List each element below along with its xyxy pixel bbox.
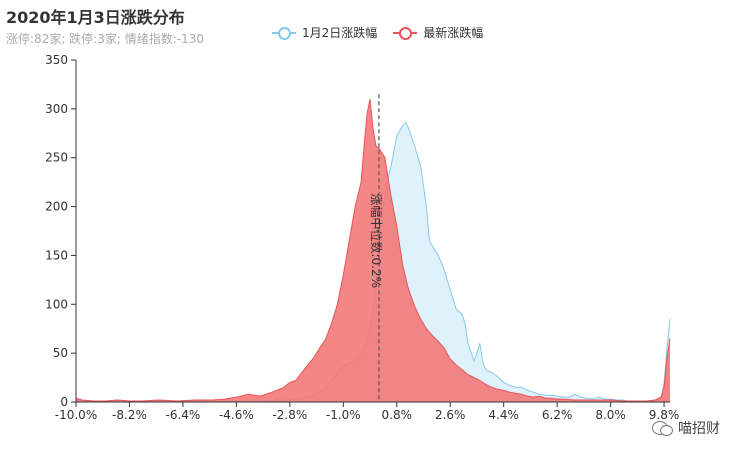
y-tick-label: 0: [60, 395, 68, 409]
legend-label-series-2: 最新涨跌幅: [423, 26, 484, 40]
x-tick-label: 6.2%: [542, 408, 573, 422]
x-tick-label: -6.4%: [166, 408, 201, 422]
x-tick-label: -1.0%: [326, 408, 361, 422]
legend-swatch-series-1: [272, 26, 296, 40]
chart-legend: 1月2日涨跌幅 最新涨跌幅: [272, 24, 483, 41]
y-tick-label: 350: [45, 53, 68, 67]
chart-title: 2020年1月3日涨跌分布: [6, 8, 185, 27]
series-line-2: [75, 99, 671, 402]
chart-subtitle: 涨停:82家; 跌停:3家; 情绪指数:-130: [6, 32, 204, 46]
y-tick-label: 50: [53, 346, 68, 360]
x-tick-label: -8.2%: [112, 408, 147, 422]
watermark: 喵招财: [652, 418, 720, 438]
x-tick-label: 9.8%: [649, 408, 680, 422]
y-tick-label: 300: [45, 102, 68, 116]
median-markline-label: 涨幅中位数:0.2%: [369, 194, 384, 289]
legend-swatch-series-2: [393, 26, 418, 40]
legend-item-series-1[interactable]: 1月2日涨跌幅: [272, 24, 377, 41]
y-tick-label: 250: [45, 151, 68, 165]
series-area-2: [76, 99, 670, 402]
watermark-text: 喵招财: [678, 421, 720, 437]
y-tick-label: 100: [45, 297, 68, 311]
y-tick-label: 150: [45, 248, 68, 262]
wechat-icon: [652, 419, 674, 437]
x-tick-label: 0.8%: [382, 408, 413, 422]
x-tick-label: 4.4%: [488, 408, 519, 422]
x-tick-label: 2.6%: [435, 408, 466, 422]
y-tick-label: 200: [45, 200, 68, 214]
legend-label-series-1: 1月2日涨跌幅: [302, 26, 378, 40]
x-tick-label: -4.6%: [219, 408, 254, 422]
legend-item-series-2[interactable]: 最新涨跌幅: [393, 24, 483, 41]
x-tick-label: -10.0%: [55, 408, 97, 422]
x-tick-label: 8.0%: [595, 408, 626, 422]
x-tick-label: -2.8%: [272, 408, 307, 422]
